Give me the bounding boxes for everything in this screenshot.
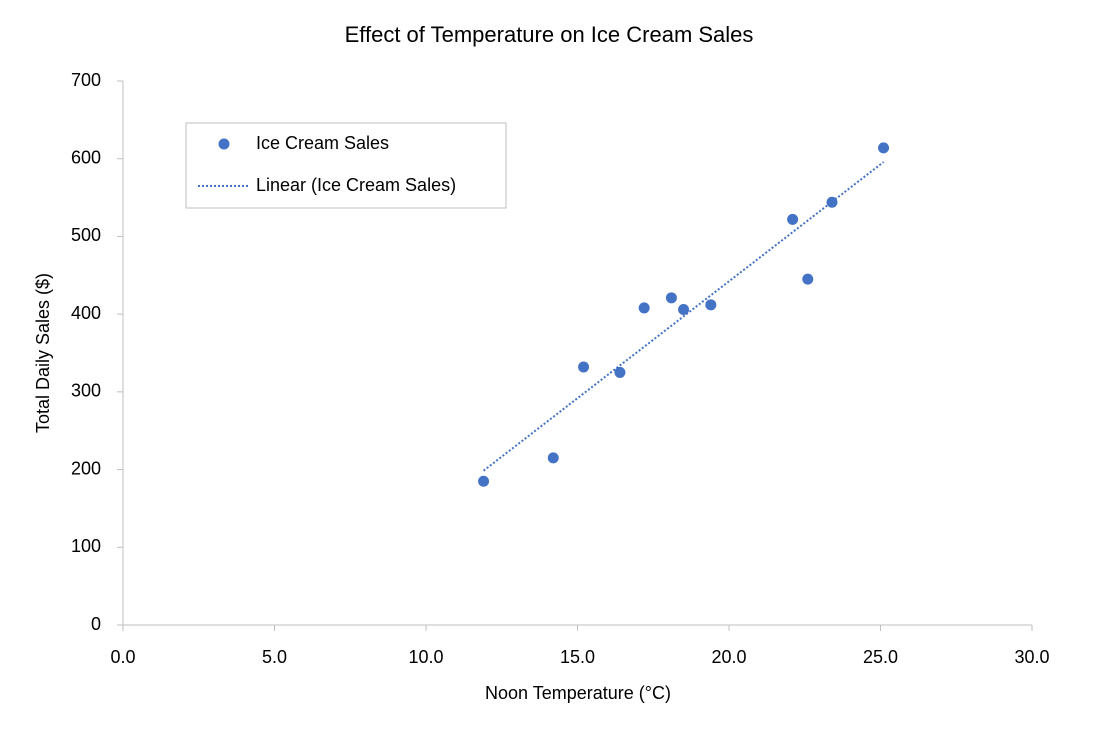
- point: [478, 475, 490, 487]
- x-tick-label: 20.0: [711, 647, 746, 667]
- point: [705, 299, 717, 311]
- point: [802, 273, 814, 285]
- point: [878, 142, 890, 154]
- point: [638, 302, 650, 314]
- point: [678, 303, 690, 315]
- x-tick-label: 0.0: [110, 647, 135, 667]
- point: [578, 361, 590, 373]
- trend-line: [482, 161, 885, 472]
- y-tick-label: 700: [71, 70, 101, 90]
- chart-title: Effect of Temperature on Ice Cream Sales: [345, 22, 754, 47]
- y-tick-label: 0: [91, 614, 101, 634]
- y-tick-label: 600: [71, 147, 101, 167]
- y-tick-label: 100: [71, 536, 101, 556]
- point: [787, 213, 799, 225]
- point: [614, 366, 626, 378]
- point: [826, 196, 838, 208]
- legend-label: Linear (Ice Cream Sales): [256, 175, 456, 195]
- x-tick-label: 15.0: [560, 647, 595, 667]
- point: [547, 452, 559, 464]
- x-tick-label: 5.0: [262, 647, 287, 667]
- x-axis-title: Noon Temperature (°C): [485, 683, 671, 703]
- point: [665, 292, 677, 304]
- y-axis-title: Total Daily Sales ($): [33, 273, 53, 433]
- y-tick-label: 500: [71, 225, 101, 245]
- legend-label: Ice Cream Sales: [256, 133, 389, 153]
- x-tick-label: 10.0: [408, 647, 443, 667]
- x-tick-label: 25.0: [863, 647, 898, 667]
- y-tick-label: 300: [71, 381, 101, 401]
- legend-marker: [218, 138, 230, 150]
- legend-box: [185, 122, 507, 209]
- y-tick-label: 400: [71, 303, 101, 323]
- y-tick-label: 200: [71, 458, 101, 478]
- x-tick-label: 30.0: [1014, 647, 1049, 667]
